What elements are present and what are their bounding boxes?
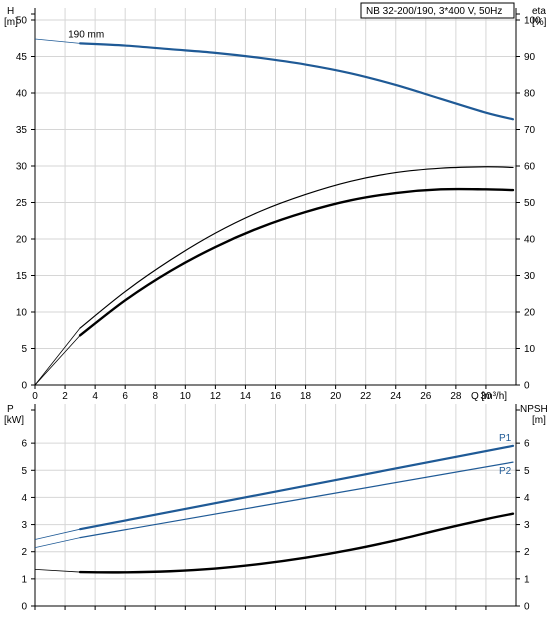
y-right-tick-label: 0 <box>524 381 530 392</box>
x-tick-label: 6 <box>122 391 128 402</box>
x-tick-label: 0 <box>32 391 38 402</box>
y-right-axis-label: eta <box>532 6 546 17</box>
y-left-tick-label: 25 <box>16 198 28 209</box>
y-left-tick-label: 0 <box>21 602 27 613</box>
y-right-tick-label: 20 <box>524 308 536 319</box>
y-right-tick-label: 2 <box>524 547 530 558</box>
x-tick-label: 4 <box>92 391 98 402</box>
series-line-p1 <box>78 444 515 531</box>
y-right-tick-label: 90 <box>524 52 536 63</box>
series-label: P2 <box>499 466 512 477</box>
y-right-axis-unit: [%] <box>532 17 547 28</box>
y-right-tick-label: 30 <box>524 271 536 282</box>
y-left-tick-label: 15 <box>16 271 28 282</box>
y-right-tick-label: 60 <box>524 162 536 173</box>
y-left-tick-label: 10 <box>16 308 28 319</box>
y-left-axis-label: P <box>7 404 14 415</box>
x-tick-label: 20 <box>330 391 342 402</box>
panel-1 <box>31 8 520 389</box>
title-box <box>360 2 515 19</box>
x-tick-label: 30 <box>480 391 492 402</box>
x-tick-label: 10 <box>180 391 192 402</box>
x-tick-label: 2 <box>62 391 68 402</box>
y-right-tick-label: 1 <box>524 574 530 585</box>
y-left-tick-label: 40 <box>16 89 28 100</box>
series-line-1-1 <box>79 166 514 329</box>
x-tick-label: 24 <box>390 391 402 402</box>
chart-title: NB 32-200/190, 3*400 V, 50Hz <box>366 6 502 17</box>
y-left-tick-label: 0 <box>21 381 27 392</box>
x-tick-label: 14 <box>240 391 252 402</box>
y-right-tick-label: 80 <box>524 89 536 100</box>
x-tick-label: 8 <box>152 391 158 402</box>
y-right-tick-label: 70 <box>524 125 536 136</box>
y-right-tick-label: 40 <box>524 235 536 246</box>
y-left-tick-label: 45 <box>16 52 28 63</box>
y-right-tick-label: 4 <box>524 493 530 504</box>
series-line-2-2 <box>78 512 515 574</box>
series-extension-line <box>34 335 81 386</box>
y-right-tick-label: 6 <box>524 439 530 450</box>
series-extension-line <box>34 38 81 44</box>
y-right-tick-label: 0 <box>524 602 530 613</box>
y-left-tick-label: 5 <box>21 344 27 355</box>
y-right-tick-label: 100 <box>524 16 541 27</box>
x-tick-label: 26 <box>420 391 432 402</box>
y-right-tick-label: 3 <box>524 520 530 531</box>
series-extension-line <box>34 537 81 549</box>
x-tick-label: 12 <box>210 391 222 402</box>
series-extension-line <box>34 327 81 386</box>
y-left-tick-label: 1 <box>21 574 27 585</box>
x-tick-label: 18 <box>300 391 312 402</box>
series-line-190-mm <box>78 42 515 121</box>
series-line-1-2 <box>78 187 515 337</box>
x-tick-label: 16 <box>270 391 282 402</box>
y-left-tick-label: 3 <box>21 520 27 531</box>
series-label: P1 <box>499 433 512 444</box>
y-right-tick-label: 5 <box>524 466 530 477</box>
y-left-tick-label: 4 <box>21 493 27 504</box>
x-tick-label: 28 <box>450 391 462 402</box>
y-right-tick-label: 10 <box>524 344 536 355</box>
y-left-tick-label: 20 <box>16 235 28 246</box>
y-left-tick-label: 2 <box>21 547 27 558</box>
series-extension-line <box>34 568 81 573</box>
y-left-axis-unit: [m] <box>4 17 18 28</box>
series-line-p2 <box>79 461 514 539</box>
curve-annotation: 190 mm <box>68 29 104 40</box>
series-extension-line <box>34 528 81 540</box>
y-right-axis-label: NPSH <box>520 404 548 415</box>
y-left-axis-unit: [kW] <box>4 415 24 426</box>
panel-2 <box>31 404 520 610</box>
y-left-tick-label: 5 <box>21 466 27 477</box>
y-right-axis-unit: [m] <box>532 415 546 426</box>
y-left-tick-label: 6 <box>21 439 27 450</box>
y-left-tick-label: 30 <box>16 162 28 173</box>
y-left-tick-label: 35 <box>16 125 28 136</box>
x-tick-label: 22 <box>360 391 372 402</box>
y-left-tick-label: 50 <box>16 16 28 27</box>
y-right-tick-label: 50 <box>524 198 536 209</box>
x-axis-label: Q [m³/h] <box>471 391 507 402</box>
y-left-axis-label: H <box>7 6 14 17</box>
